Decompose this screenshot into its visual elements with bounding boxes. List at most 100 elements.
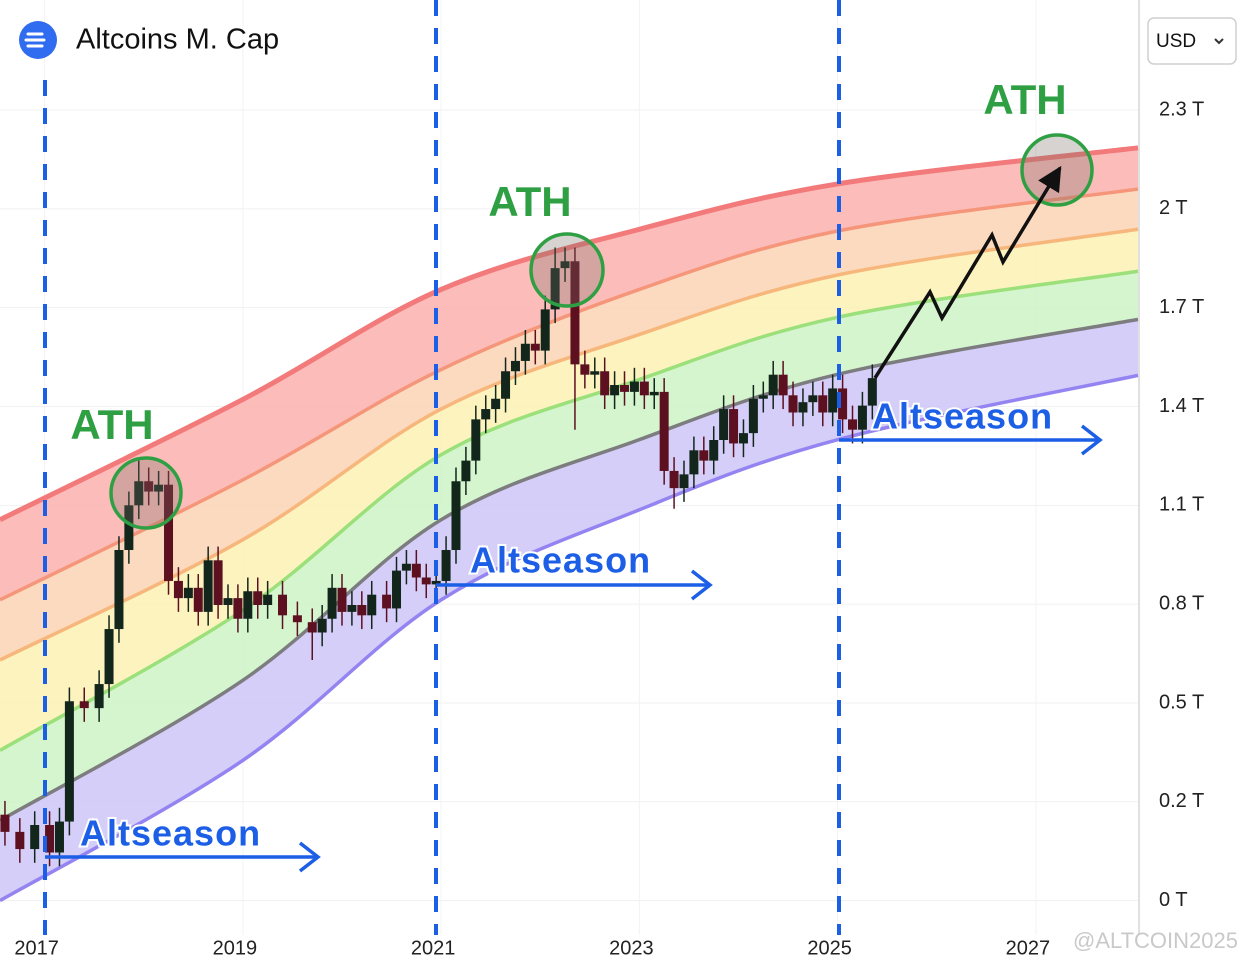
candle-body [223,598,233,605]
x-tick-label: 2017 [14,937,59,959]
band-fill [0,147,1138,600]
candle-body [392,570,402,609]
candle-body [144,481,154,492]
candle-body [719,409,729,440]
candle-body [768,374,778,396]
band-line [0,317,1139,823]
candle-body [307,622,317,633]
candle-body [54,821,64,853]
candle-body [709,440,719,461]
x-tick-label: 2027 [1006,937,1051,959]
candle-body [788,395,798,413]
annotation: ATH [488,178,571,225]
candle-body [278,594,288,616]
candle-body [94,684,104,709]
candle-body [213,560,223,605]
y-tick-label: 1.7 T [1159,296,1204,318]
y-tick-label: 2.3 T [1159,98,1204,120]
candle-body [867,378,877,406]
candle-body [263,594,273,605]
select-box[interactable] [1147,17,1237,65]
candle-body [0,814,10,832]
candle-body [610,385,620,396]
candle-body [758,395,768,399]
candle-body [600,371,610,396]
candle-body [778,374,788,396]
candle-body [164,484,174,581]
candle-body [689,450,699,475]
candle-body [669,470,679,489]
candle-body [15,831,25,850]
y-tick-label: 2 T [1159,197,1188,219]
candle-body [114,550,124,630]
candle-body [243,591,253,619]
band-line [0,269,1139,752]
candle-body [570,261,580,365]
candle-body [347,605,357,612]
candle-body [808,395,818,403]
candle-body [317,618,327,633]
candle-body [461,460,471,482]
candle-body [253,591,263,605]
candle-body [501,371,511,399]
band-line [0,373,1139,903]
annotation: Altseason [872,396,1053,437]
candle-body [64,701,74,822]
candle-body [183,587,193,599]
candle-body [45,825,55,853]
annotations: ATH ATH ATH Altseason Altseason Altseaso… [43,0,1103,935]
candle-body [327,587,337,619]
candle-body [828,388,838,413]
candle-body [550,268,560,310]
band-line [0,227,1139,662]
candle-body [679,474,689,489]
candle-body [848,419,858,430]
candle-body [580,364,590,375]
candle-body [540,309,550,351]
price-axis-panel [1139,0,1245,970]
candle-body [79,701,89,709]
candle-body [357,605,367,616]
candle-body [838,388,848,420]
candle-body [233,598,243,619]
logo-glyph [24,32,46,48]
annotation: Altseason [470,540,651,581]
candle-body [104,629,114,685]
y-tick-label: 0.2 T [1159,790,1204,812]
candle-body [193,587,203,612]
y-tick-label: 1.1 T [1159,494,1204,516]
altseason-arrows [45,424,1103,873]
candle-body [659,391,669,471]
select-label[interactable]: USD [1156,31,1196,52]
candle-body [367,594,377,616]
candle-body [620,385,630,392]
x-tick-label: 2019 [213,937,258,959]
candle-body [431,580,441,585]
candle-body [134,481,144,506]
candle-body [173,580,183,599]
x-tick-label: 2021 [411,937,456,959]
x-tick-label: 2025 [807,937,852,959]
y-tick-label: 0.5 T [1159,691,1204,713]
y-tick-label: 1.4 T [1159,395,1204,417]
candle-body [857,405,867,430]
annotation: Altseason [80,813,261,854]
chevron[interactable] [1214,38,1224,45]
candle-body [738,433,748,444]
candle-body [421,577,431,585]
currency-select[interactable]: USD [1147,17,1237,65]
candle-body [441,550,451,581]
ath-circle [109,456,183,530]
projection-arrow [873,165,1062,379]
candle-body [401,563,411,571]
candle-body [798,402,808,413]
candle-body [481,409,491,420]
candle-body [337,587,347,612]
candle-body [411,563,421,578]
candle-body [649,391,659,396]
ath-circle [529,232,605,308]
candle-body [30,825,40,850]
candle-body [382,594,392,609]
candle-body [818,395,828,413]
